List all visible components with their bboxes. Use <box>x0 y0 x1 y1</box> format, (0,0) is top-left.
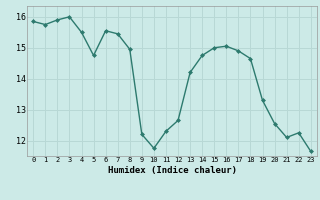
X-axis label: Humidex (Indice chaleur): Humidex (Indice chaleur) <box>108 166 236 175</box>
